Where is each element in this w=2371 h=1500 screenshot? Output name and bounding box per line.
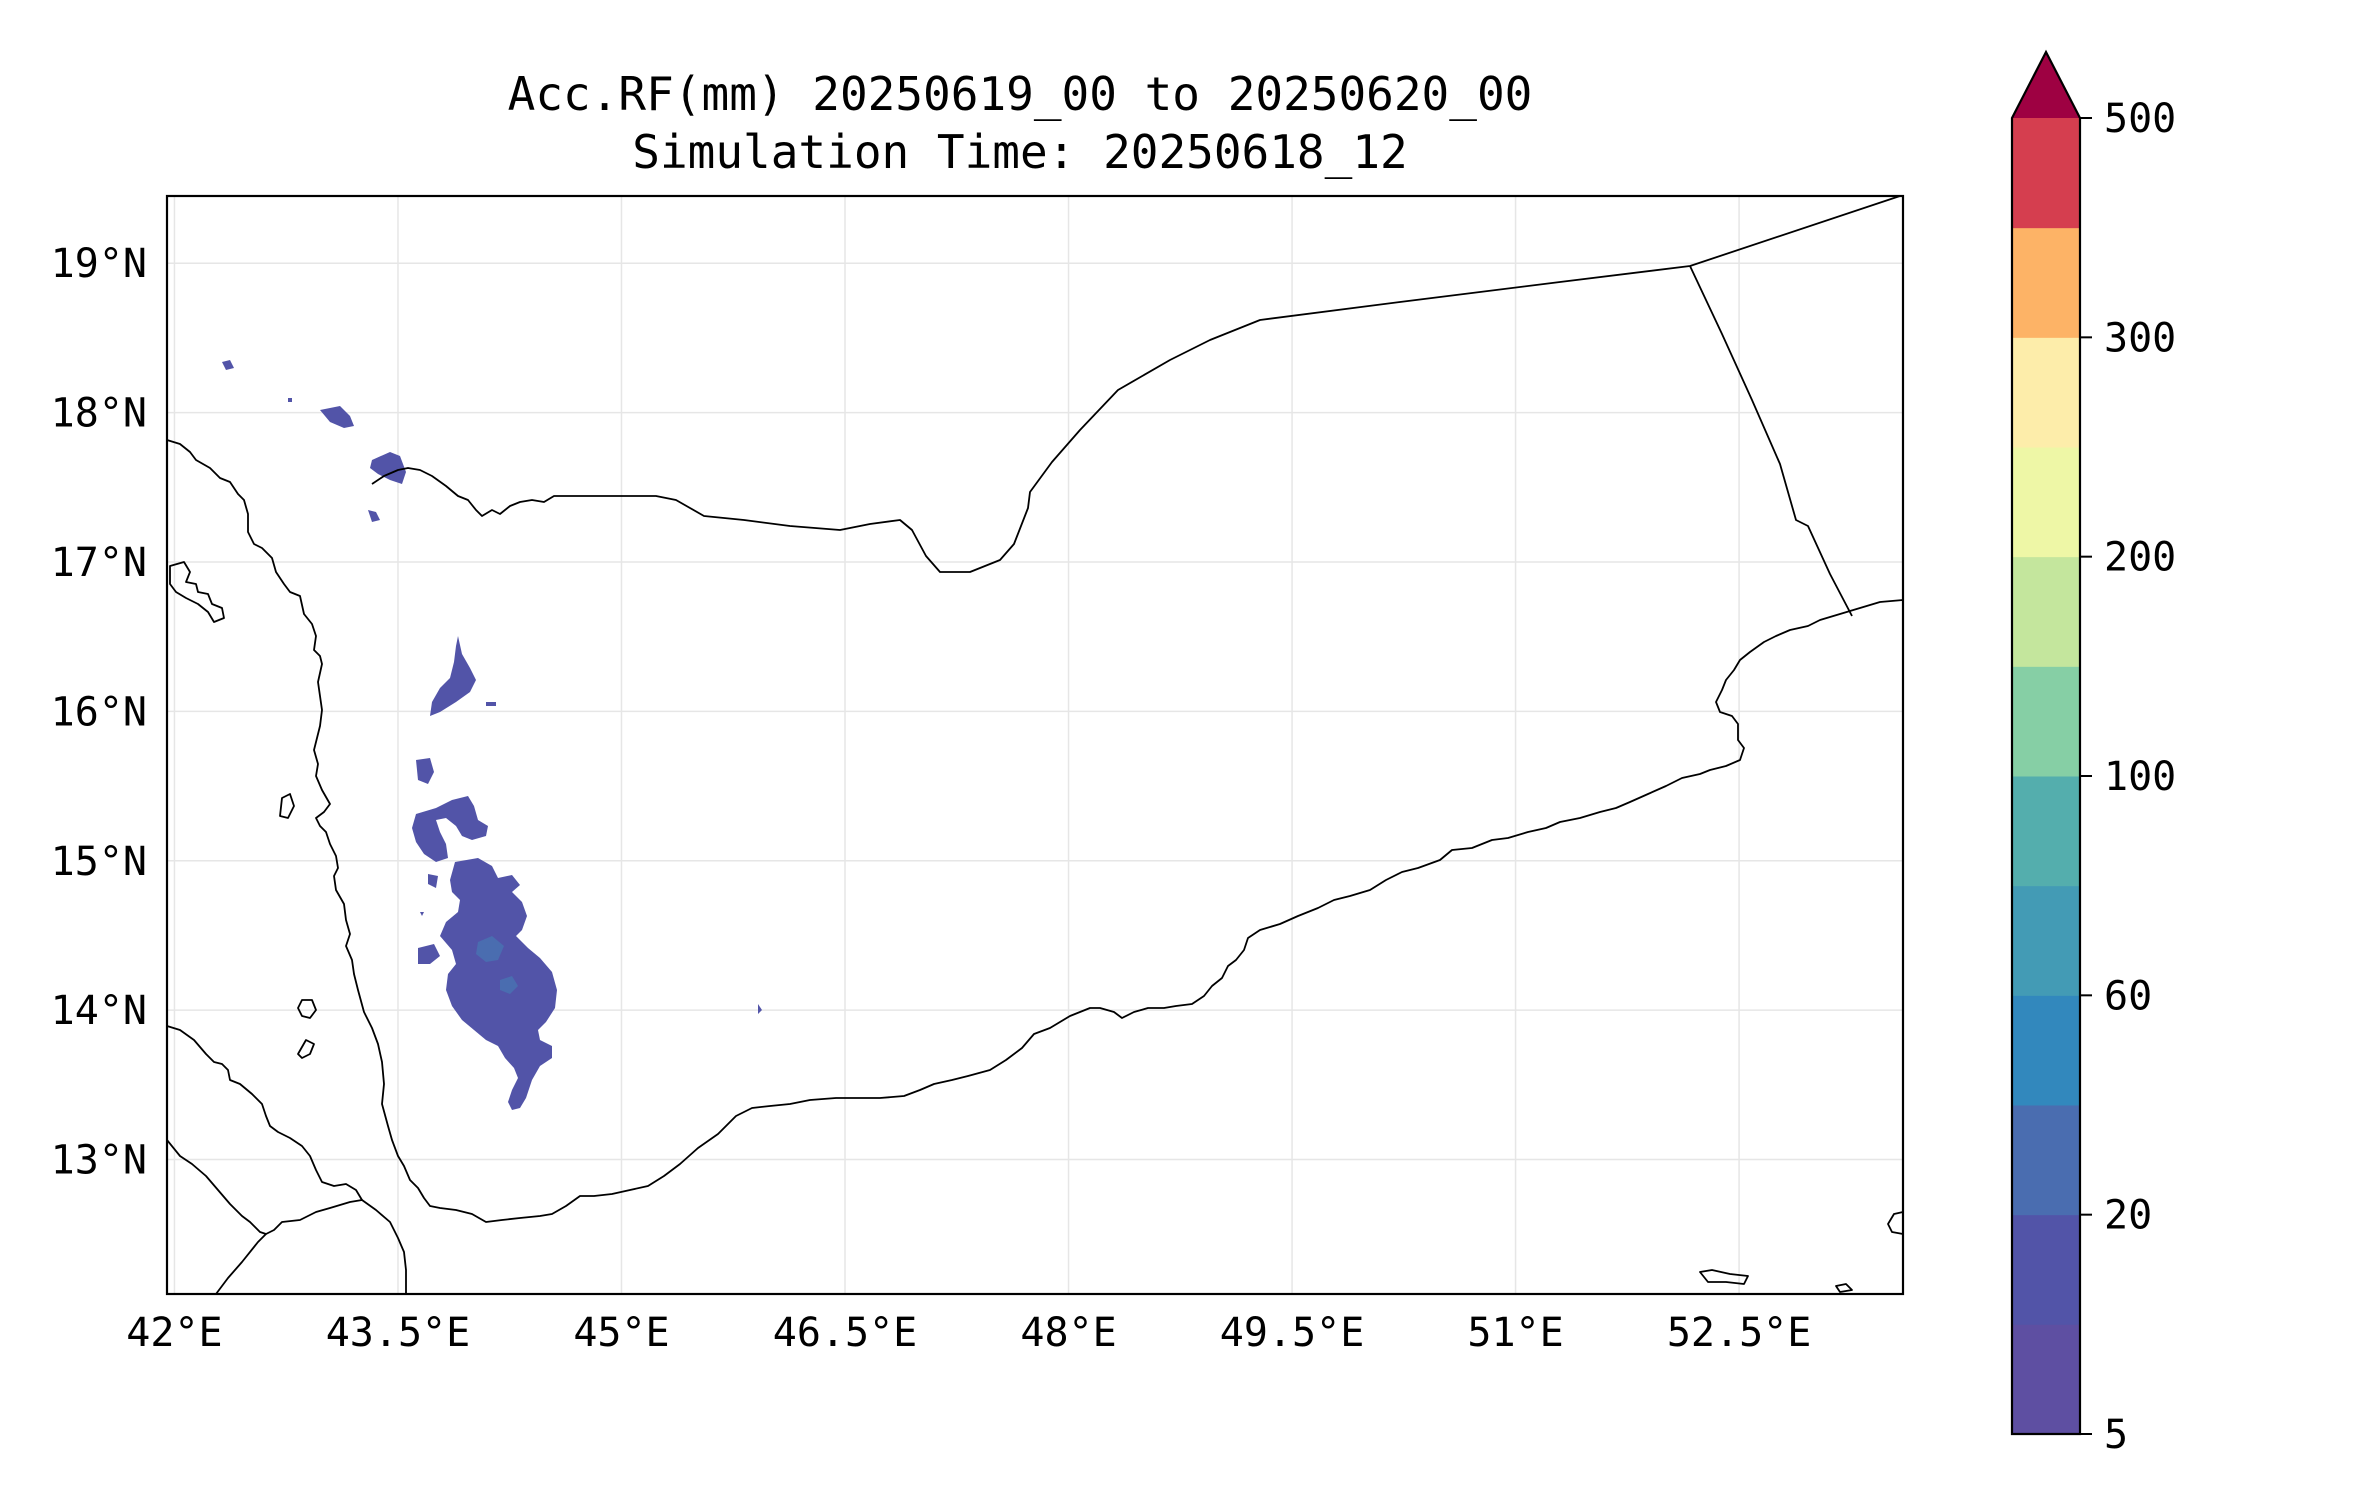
lon-tick-label: 46.5°E: [773, 1310, 918, 1356]
lon-tick-label: 43.5°E: [326, 1310, 471, 1356]
lon-tick-label: 45°E: [573, 1310, 669, 1356]
lat-tick-label: 18°N: [51, 391, 147, 437]
colorbar-tick-label: 5: [2104, 1412, 2128, 1458]
colorbar: 5 20 60 100 200 300 500: [2010, 49, 2176, 1458]
colorbar-tick-label: 100: [2104, 754, 2176, 800]
colorbar-segment: [2012, 227, 2080, 338]
red-sea-east-coast: [166, 439, 1904, 1223]
lon-tick-label: 49.5°E: [1220, 1310, 1365, 1356]
latitude-tick-labels: 13°N 14°N 15°N 16°N 17°N 18°N 19°N: [51, 241, 147, 1183]
hanish-islands: [297, 999, 317, 1019]
colorbar-segment: [2012, 118, 2080, 229]
rain-patch-nw-1: [320, 406, 354, 428]
colorbar-segment: [2012, 447, 2080, 558]
map-area: [165, 194, 1905, 1296]
samhah-island: [1835, 1283, 1853, 1293]
rainfall-patches: [222, 360, 762, 1110]
colorbar-segment: [2012, 337, 2080, 448]
rain-patch-small-1: [416, 758, 434, 784]
colorbar-segment: [2012, 1324, 2080, 1435]
yemen-oman-border: [1689, 265, 1853, 617]
rain-patch-dot-1: [486, 702, 496, 706]
african-coast-south: [166, 1139, 363, 1235]
rain-patch-nw-2: [370, 452, 406, 484]
kamaran-island: [279, 793, 295, 819]
yemen-saudi-border: [371, 195, 1901, 573]
rain-patch-small-2: [428, 874, 438, 888]
lat-tick-label: 17°N: [51, 540, 147, 586]
abd-al-kuri-island: [1699, 1269, 1749, 1285]
rain-patch-nw-3: [222, 360, 234, 370]
map-subtitle: Simulation Time: 20250618_12: [632, 125, 1407, 179]
colorbar-segment: [2012, 776, 2080, 887]
lat-tick-label: 14°N: [51, 988, 147, 1034]
rain-patch-core: [476, 936, 504, 962]
rain-patch-ring: [412, 796, 488, 862]
eritrea-djibouti-border: [361, 1199, 407, 1294]
rain-patch-main: [440, 858, 557, 1110]
longitude-tick-labels: 42°E 43.5°E 45°E 46.5°E 48°E 49.5°E 51°E 52.5°E: [126, 1310, 1811, 1356]
lat-tick-label: 13°N: [51, 1138, 147, 1184]
rain-patch-nw-5: [368, 510, 380, 522]
rain-patch-small-3: [418, 944, 440, 964]
ethiopia-border: [215, 1233, 267, 1295]
colorbar-segment: [2012, 995, 2080, 1106]
colorbar-tick-label: 500: [2104, 96, 2176, 142]
zuqar-island: [297, 1039, 315, 1059]
colorbar-outline: [2010, 49, 2082, 1436]
colorbar-tick-label: 300: [2104, 315, 2176, 361]
coastlines-and-borders: [166, 195, 1904, 1295]
colorbar-segment: [2012, 1214, 2080, 1325]
socotra-edge: [1887, 1211, 1904, 1235]
rain-patch-north: [430, 636, 476, 716]
farasan-islands: [169, 561, 225, 623]
lon-tick-label: 48°E: [1020, 1310, 1116, 1356]
colorbar-segment: [2012, 1105, 2080, 1216]
colorbar-segment: [2012, 885, 2080, 996]
map-frame: [165, 194, 1905, 1296]
lon-tick-label: 52.5°E: [1667, 1310, 1812, 1356]
lat-tick-label: 19°N: [51, 241, 147, 287]
african-coast: [166, 1025, 363, 1201]
map-title: Acc.RF(mm) 20250619_00 to 20250620_00: [508, 67, 1533, 121]
colorbar-segment: [2012, 666, 2080, 777]
rain-patch-core-2: [500, 976, 518, 994]
lon-tick-label: 42°E: [126, 1310, 222, 1356]
rain-patch-dot-3: [420, 912, 424, 916]
colorbar-tick-label: 60: [2104, 973, 2152, 1019]
gridlines: [167, 196, 1903, 1294]
lat-tick-label: 15°N: [51, 839, 147, 885]
map-background: [167, 196, 1903, 1294]
colorbar-tick-label: 20: [2104, 1193, 2152, 1239]
colorbar-extend-arrow: [2012, 52, 2080, 118]
lat-tick-label: 16°N: [51, 689, 147, 735]
rain-patch-nw-4: [288, 398, 292, 402]
colorbar-tick-label: 200: [2104, 535, 2176, 581]
colorbar-segment: [2012, 556, 2080, 667]
lon-tick-label: 51°E: [1467, 1310, 1563, 1356]
rain-patch-dot-2: [758, 1004, 762, 1014]
